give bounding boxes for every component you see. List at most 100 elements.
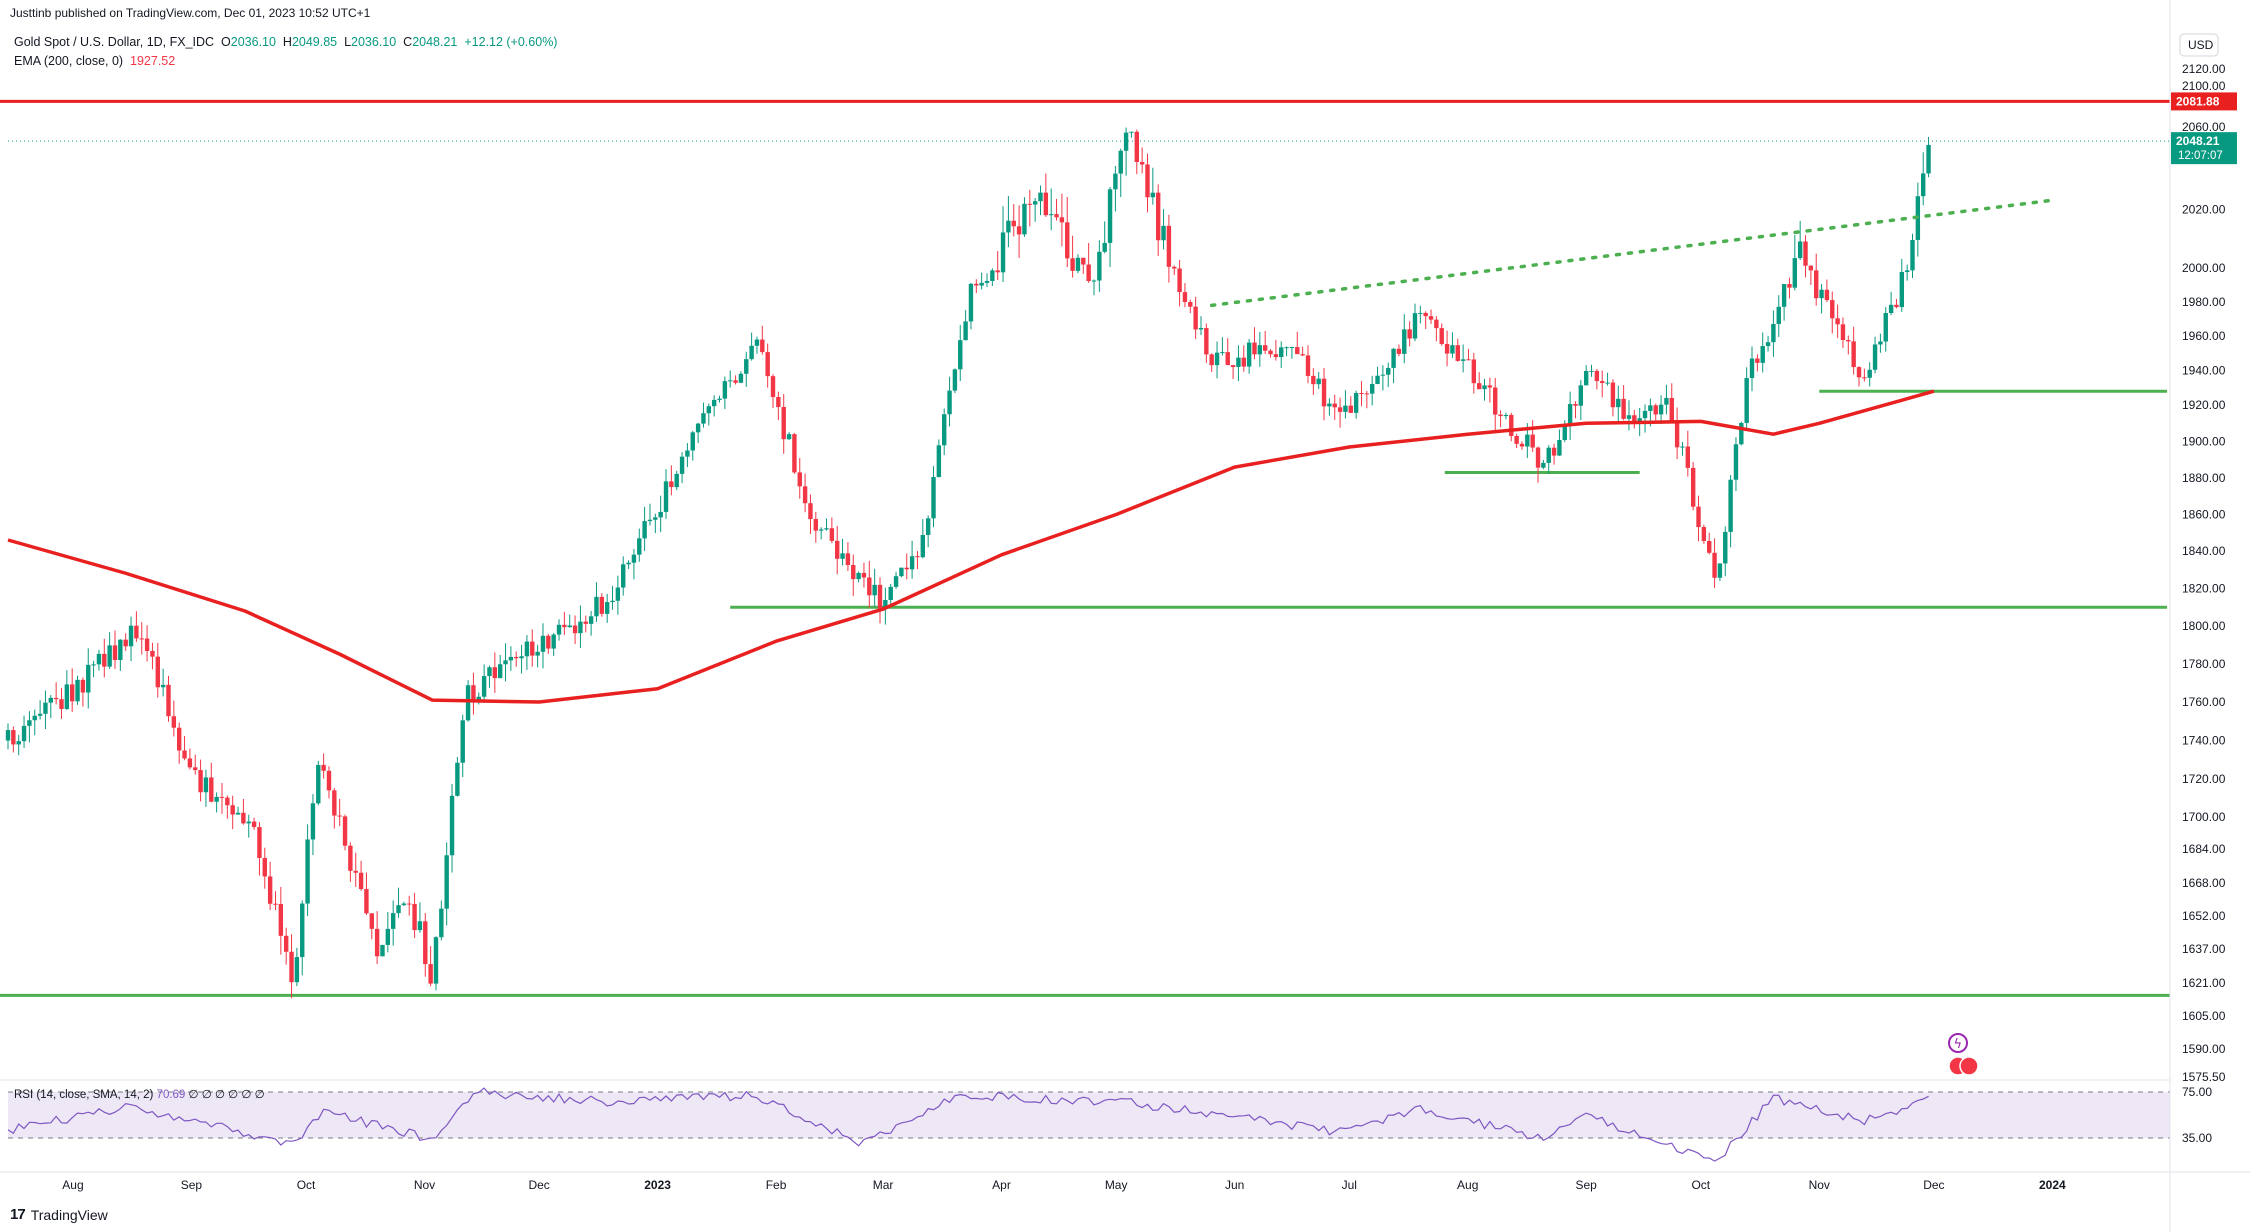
candle-body[interactable] xyxy=(802,486,808,504)
candle-body[interactable] xyxy=(1107,189,1113,243)
candle-body[interactable] xyxy=(1097,251,1102,281)
candle-body[interactable] xyxy=(1648,405,1653,411)
candle-body[interactable] xyxy=(1091,280,1097,282)
candle-body[interactable] xyxy=(1289,347,1295,349)
candle-body[interactable] xyxy=(412,903,417,931)
candle-body[interactable] xyxy=(610,600,615,603)
candle-body[interactable] xyxy=(1209,354,1214,366)
candle-body[interactable] xyxy=(369,913,374,929)
candle-body[interactable] xyxy=(540,635,546,652)
candle-body[interactable] xyxy=(267,876,273,904)
candle-body[interactable] xyxy=(16,741,21,745)
candle-body[interactable] xyxy=(1862,377,1867,379)
candle-body[interactable] xyxy=(203,777,209,793)
candle-body[interactable] xyxy=(1514,435,1519,444)
candle-body[interactable] xyxy=(674,473,679,488)
candle-body[interactable] xyxy=(1616,398,1621,408)
candle-body[interactable] xyxy=(1482,385,1487,390)
candle-body[interactable] xyxy=(1466,359,1471,361)
candle-body[interactable] xyxy=(492,667,498,679)
candle-body[interactable] xyxy=(583,621,588,624)
candle-body[interactable] xyxy=(776,397,781,407)
candle-body[interactable] xyxy=(909,556,915,570)
candle-body[interactable] xyxy=(626,562,631,565)
candle-body[interactable] xyxy=(1139,161,1145,165)
candle-body[interactable] xyxy=(1182,292,1188,303)
candle-body[interactable] xyxy=(1407,329,1412,339)
candle-body[interactable] xyxy=(556,624,562,635)
candle-body[interactable] xyxy=(1894,304,1899,308)
candle-body[interactable] xyxy=(1455,345,1460,361)
candle-body[interactable] xyxy=(594,596,599,617)
candle-body[interactable] xyxy=(722,381,728,399)
candle-body[interactable] xyxy=(1359,392,1364,394)
candle-body[interactable] xyxy=(1605,382,1610,384)
candle-body[interactable] xyxy=(198,770,203,793)
candle-body[interactable] xyxy=(535,651,540,656)
candle-body[interactable] xyxy=(1509,414,1514,436)
candle-body[interactable] xyxy=(711,399,717,407)
ema-label[interactable]: EMA (200, close, 0) xyxy=(14,54,124,68)
candle-body[interactable] xyxy=(920,534,926,558)
candle-body[interactable] xyxy=(444,855,449,909)
candle-body[interactable] xyxy=(1257,345,1263,355)
candle-body[interactable] xyxy=(1043,192,1049,216)
candle-body[interactable] xyxy=(37,713,43,716)
candle-body[interactable] xyxy=(963,321,968,341)
candle-body[interactable] xyxy=(1391,348,1396,368)
candle-body[interactable] xyxy=(824,528,829,530)
candle-body[interactable] xyxy=(1220,352,1225,354)
candle-body[interactable] xyxy=(1717,563,1723,578)
candle-body[interactable] xyxy=(1878,341,1883,345)
candle-body[interactable] xyxy=(1450,345,1455,354)
candle-body[interactable] xyxy=(225,797,230,806)
candle-body[interactable] xyxy=(1204,328,1209,355)
candle-body[interactable] xyxy=(1343,405,1348,412)
candle-body[interactable] xyxy=(1685,446,1691,468)
candle-body[interactable] xyxy=(1723,531,1728,564)
candle-body[interactable] xyxy=(1236,357,1241,367)
lightning-event-icon[interactable] xyxy=(1948,1033,1968,1053)
candle-body[interactable] xyxy=(1273,354,1279,358)
candle-body[interactable] xyxy=(1835,318,1840,325)
candle-body[interactable] xyxy=(599,596,605,614)
candle-body[interactable] xyxy=(562,624,567,628)
candle-body[interactable] xyxy=(1856,367,1862,378)
candle-body[interactable] xyxy=(219,796,225,798)
candle-body[interactable] xyxy=(1032,201,1038,205)
candle-body[interactable] xyxy=(1578,385,1584,406)
candle-body[interactable] xyxy=(508,656,514,661)
candle-body[interactable] xyxy=(1797,241,1803,259)
candle-body[interactable] xyxy=(1279,347,1284,358)
candle-body[interactable] xyxy=(374,928,380,957)
candle-body[interactable] xyxy=(107,645,112,667)
candle-body[interactable] xyxy=(1118,150,1123,174)
candle-body[interactable] xyxy=(899,567,904,577)
candle-body[interactable] xyxy=(1428,316,1434,320)
candle-body[interactable] xyxy=(685,450,690,457)
candle-body[interactable] xyxy=(1830,300,1835,319)
candle-body[interactable] xyxy=(32,715,37,721)
candle-body[interactable] xyxy=(1134,131,1139,162)
candle-body[interactable] xyxy=(1353,392,1359,413)
candle-body[interactable] xyxy=(1145,164,1150,198)
candle-body[interactable] xyxy=(401,903,407,906)
candle-body[interactable] xyxy=(64,684,70,709)
candle-body[interactable] xyxy=(86,664,91,693)
candle-body[interactable] xyxy=(1155,192,1161,241)
candle-body[interactable] xyxy=(1284,347,1289,349)
candle-body[interactable] xyxy=(273,903,278,905)
candle-body[interactable] xyxy=(428,964,433,984)
candle-body[interactable] xyxy=(1728,479,1733,532)
candle-body[interactable] xyxy=(658,511,663,518)
candle-body[interactable] xyxy=(1262,345,1268,351)
candle-body[interactable] xyxy=(792,434,797,473)
candle-body[interactable] xyxy=(1701,527,1707,541)
candle-body[interactable] xyxy=(439,908,444,938)
candle-body[interactable] xyxy=(1872,344,1878,370)
candle-body[interactable] xyxy=(1792,258,1798,288)
candle-body[interactable] xyxy=(497,664,503,679)
candle-body[interactable] xyxy=(134,625,139,639)
candle-body[interactable] xyxy=(514,656,519,659)
candle-body[interactable] xyxy=(214,796,219,802)
